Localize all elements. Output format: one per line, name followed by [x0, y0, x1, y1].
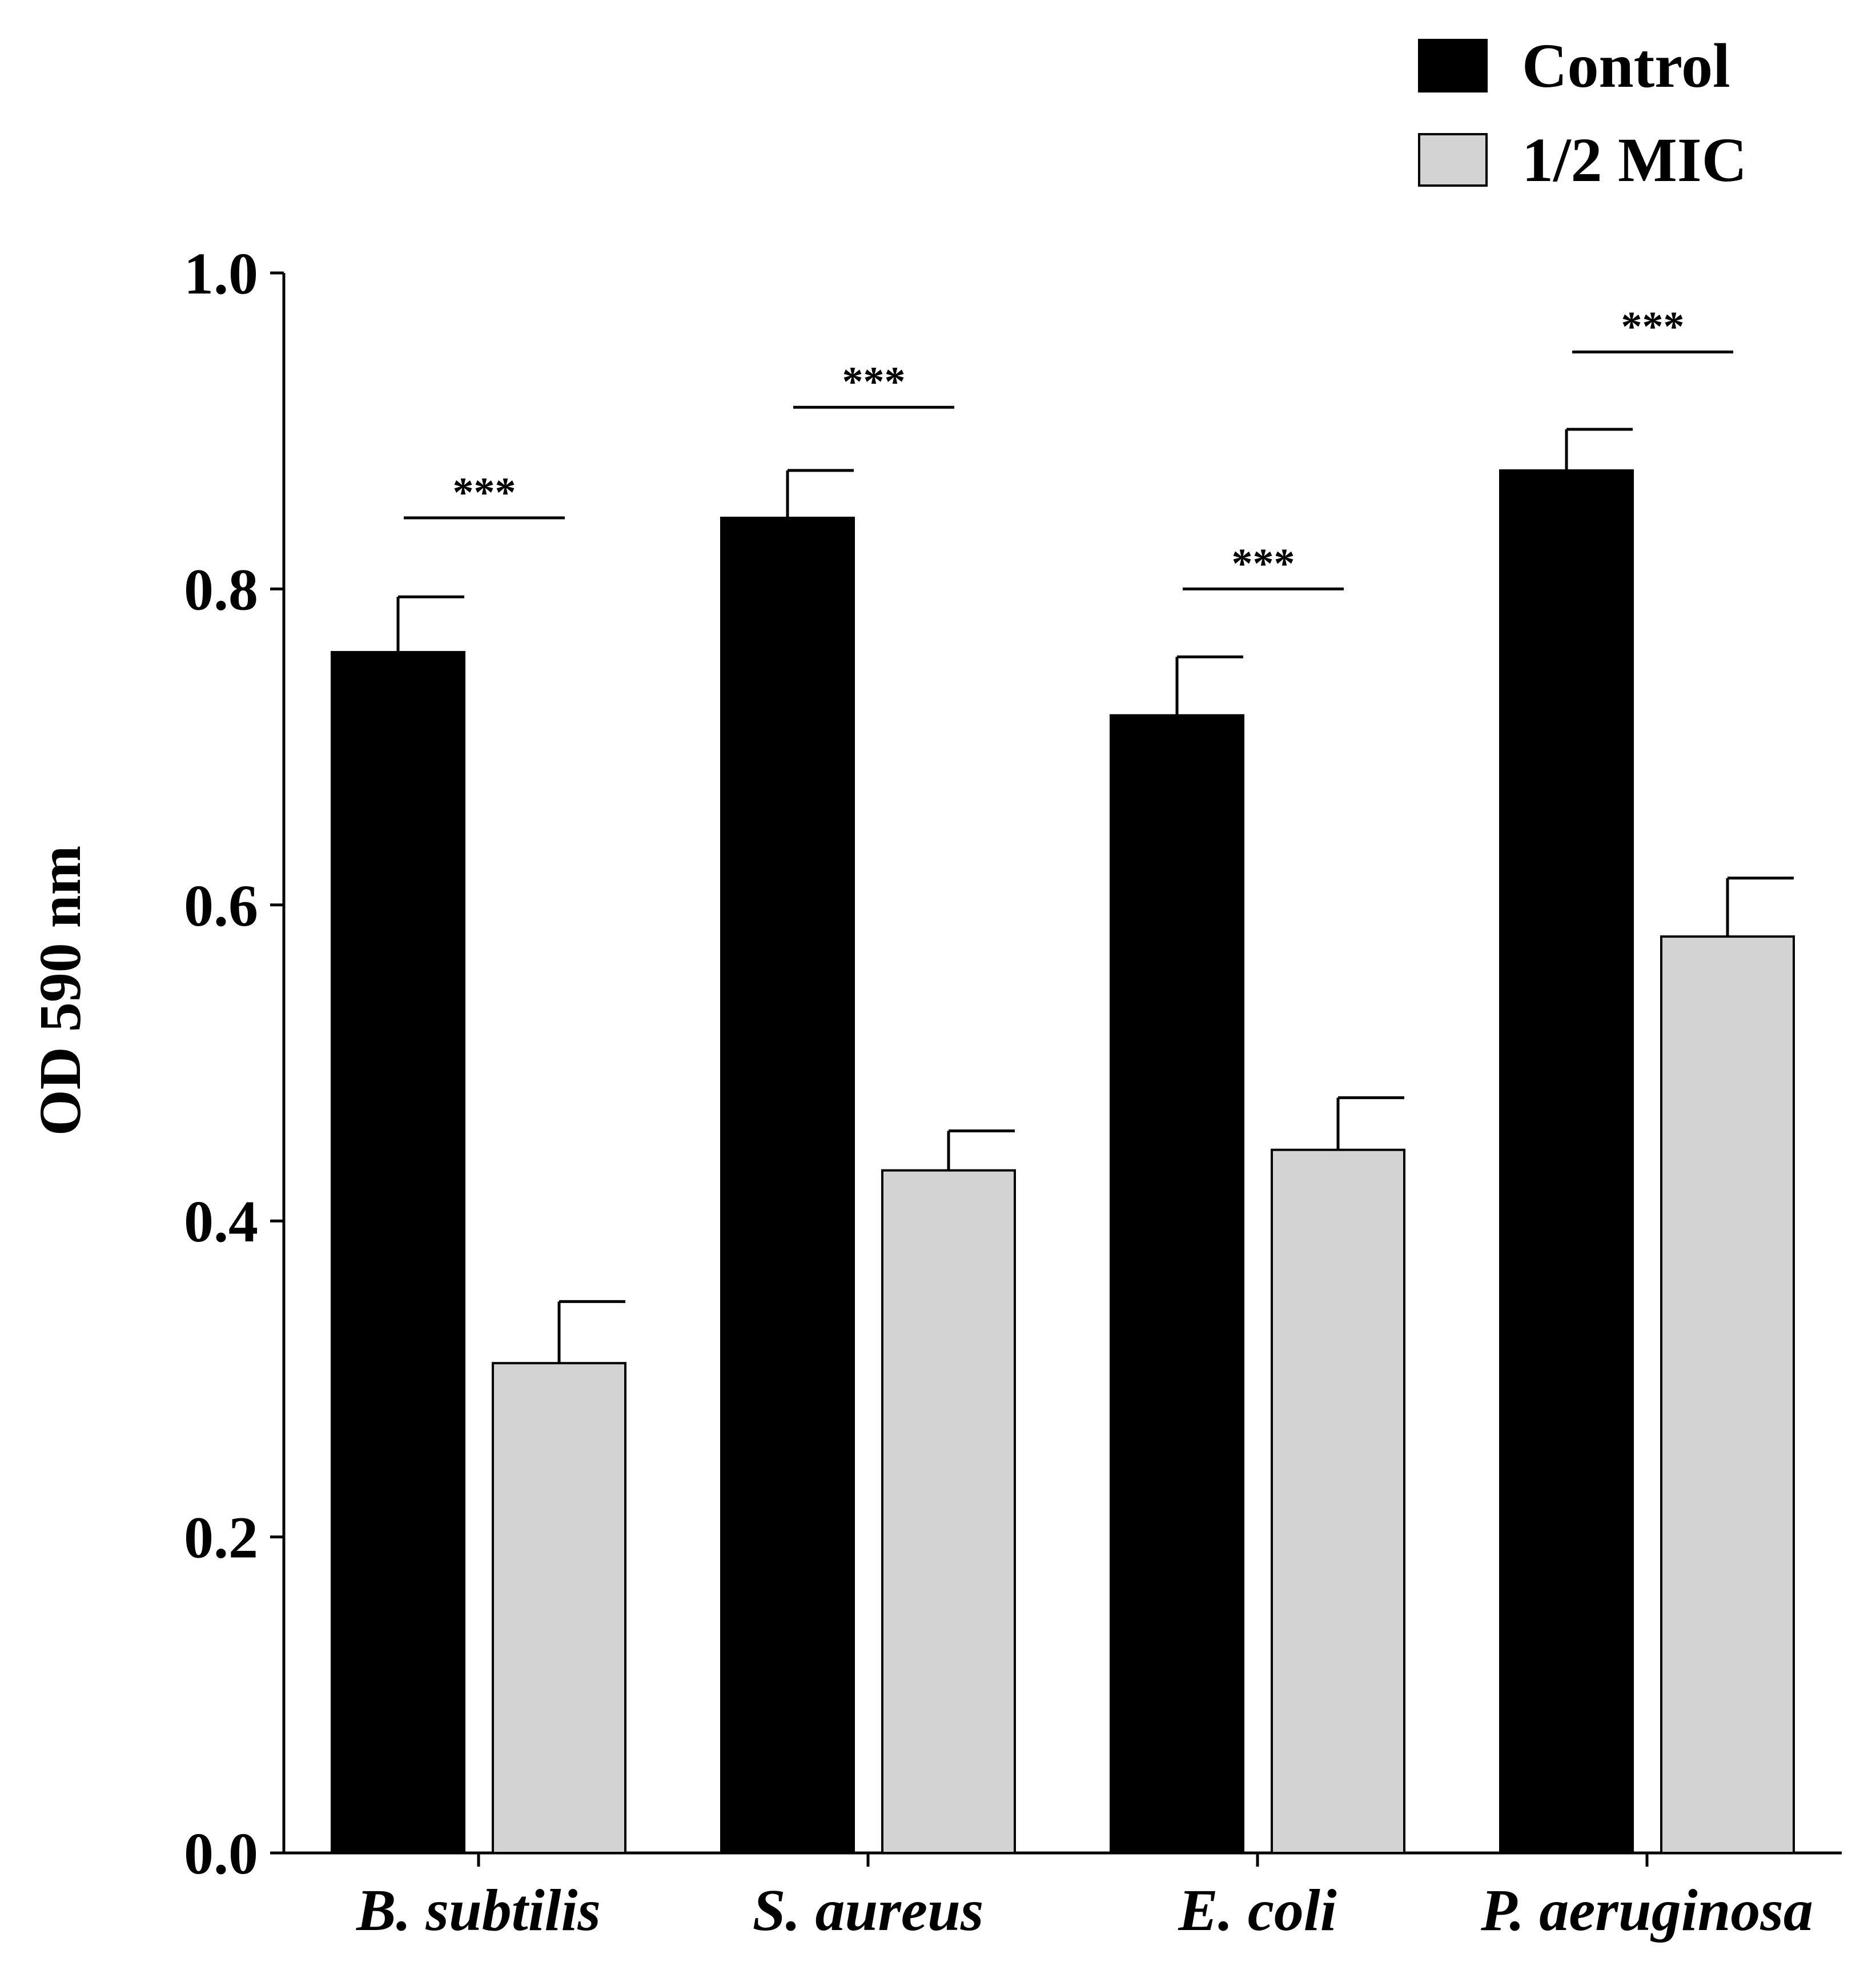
x-axis: B. subtilis S. aureus E. coli P. aeruginosa [284, 1851, 1842, 1943]
x-tick-label: E. coli [1178, 1877, 1336, 1943]
significance-label: *** [1621, 303, 1685, 350]
significance-label: *** [1232, 540, 1295, 587]
y-tick-label: 1.0 [184, 241, 258, 307]
y-tick-label: 0.0 [184, 1821, 258, 1887]
bar-half-mic [1660, 935, 1795, 1854]
y-tick-label: 0.6 [184, 873, 258, 939]
x-tick-label: B. subtilis [356, 1877, 601, 1943]
y-axis: 0.0 0.2 0.4 0.6 0.8 1.0 [184, 241, 286, 1887]
bar-half-mic [492, 1362, 626, 1854]
significance-annotations: *** *** *** *** [404, 303, 1733, 590]
significance-label: *** [453, 469, 516, 516]
bar-control [720, 516, 855, 1854]
significance-label: *** [842, 359, 906, 405]
y-axis-label: OD 590 nm [27, 846, 93, 1136]
y-tick-label: 0.8 [184, 557, 258, 622]
bar-half-mic [881, 1169, 1016, 1854]
x-tick-label: S. aureus [753, 1877, 984, 1943]
y-tick-label: 0.2 [184, 1505, 258, 1571]
x-tick-label: P. aeruginosa [1480, 1877, 1813, 1943]
legend: Control 1/2 MIC [1418, 31, 1747, 195]
bar-half-mic [1271, 1148, 1405, 1854]
bar-control [1499, 469, 1634, 1854]
bar-control [1110, 714, 1244, 1854]
legend-swatch-half-mic [1418, 133, 1488, 187]
y-tick-label: 0.4 [184, 1189, 258, 1255]
legend-label: Control [1522, 31, 1730, 100]
bars [331, 428, 1795, 1854]
legend-swatch-control [1418, 39, 1488, 93]
legend-label: 1/2 MIC [1522, 125, 1747, 195]
bar-control [331, 651, 465, 1854]
